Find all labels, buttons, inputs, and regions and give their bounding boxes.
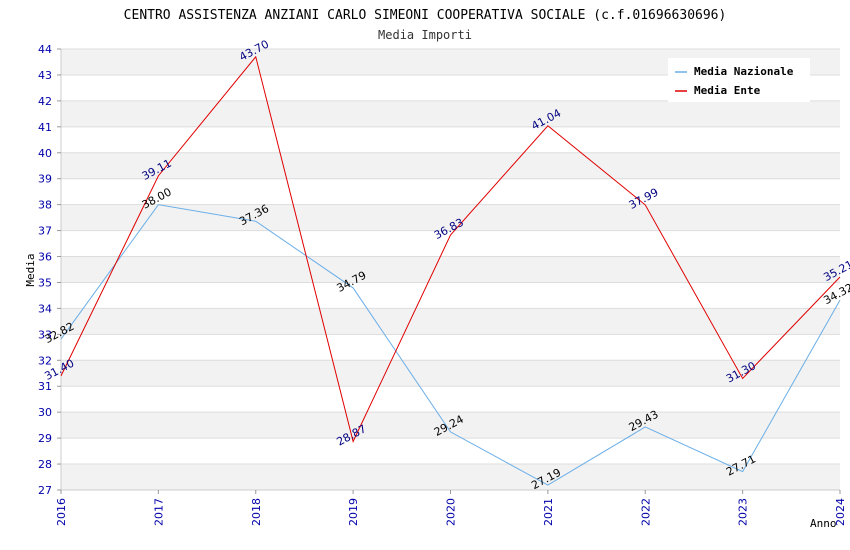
x-tick-label: 2024 <box>834 498 847 526</box>
legend-label-media-nazionale: Media Nazionale <box>694 65 794 78</box>
y-tick-label: 42 <box>38 95 52 108</box>
x-tick-label: 2020 <box>445 498 458 526</box>
grid-band <box>61 308 840 335</box>
x-tick-label: 2021 <box>542 498 555 526</box>
y-tick-label: 38 <box>38 199 52 212</box>
x-tick-label: 2018 <box>250 498 263 526</box>
grid-band <box>61 360 840 387</box>
x-axis-label: Anno <box>810 517 837 530</box>
chart-subtitle: Media Importi <box>378 28 472 42</box>
series-lines <box>60 55 841 486</box>
legend-label-media-ente: Media Ente <box>694 84 761 97</box>
x-tick-label: 2022 <box>639 498 652 526</box>
grid-band <box>61 412 840 439</box>
y-tick-label: 28 <box>38 458 52 471</box>
y-tick-label: 37 <box>38 225 52 238</box>
y-tick-label: 41 <box>38 121 52 134</box>
grid-band <box>61 100 840 127</box>
legend: Media Nazionale Media Ente <box>668 58 810 102</box>
x-tick-label: 2023 <box>737 498 750 526</box>
y-tick-label: 31 <box>38 380 52 393</box>
y-tick-label: 35 <box>38 276 52 289</box>
series-line-media-ente <box>60 55 841 443</box>
y-tick-label: 32 <box>38 354 52 367</box>
x-tick-label: 2016 <box>55 498 68 526</box>
grid-band <box>61 204 840 231</box>
y-axis-label: Media <box>24 253 37 286</box>
y-tick-label: 30 <box>38 406 52 419</box>
y-tick-label: 36 <box>38 251 52 264</box>
x-tick-label: 2019 <box>347 498 360 526</box>
y-tick-label: 29 <box>38 432 52 445</box>
x-axis-ticks: 2016 2017 2018 2019 2020 2021 2022 2023 2024 <box>55 490 847 526</box>
plot-background-bands <box>61 49 840 490</box>
y-tick-label: 44 <box>38 43 52 56</box>
x-tick-label: 2017 <box>152 498 165 526</box>
grid-band <box>61 464 840 490</box>
y-tick-label: 39 <box>38 173 52 186</box>
data-label-media-nazionale: 34.32 <box>821 281 850 307</box>
series-line-media-nazionale <box>60 204 841 486</box>
legend-box <box>668 58 810 102</box>
y-tick-label: 43 <box>38 69 52 82</box>
y-axis-ticks: 27 28 29 30 31 32 33 34 35 36 37 38 39 40 41 42 43 44 <box>38 43 61 497</box>
gridlines <box>61 48 840 491</box>
y-tick-label: 33 <box>38 328 52 341</box>
chart-title: CENTRO ASSISTENZA ANZIANI CARLO SIMEONI … <box>124 8 727 23</box>
grid-band <box>61 256 840 283</box>
data-label-media-nazionale: 32.82 <box>42 320 76 346</box>
y-tick-label: 34 <box>38 302 52 315</box>
y-tick-label: 40 <box>38 147 52 160</box>
y-tick-label: 27 <box>38 484 52 497</box>
grid-band <box>61 152 840 179</box>
